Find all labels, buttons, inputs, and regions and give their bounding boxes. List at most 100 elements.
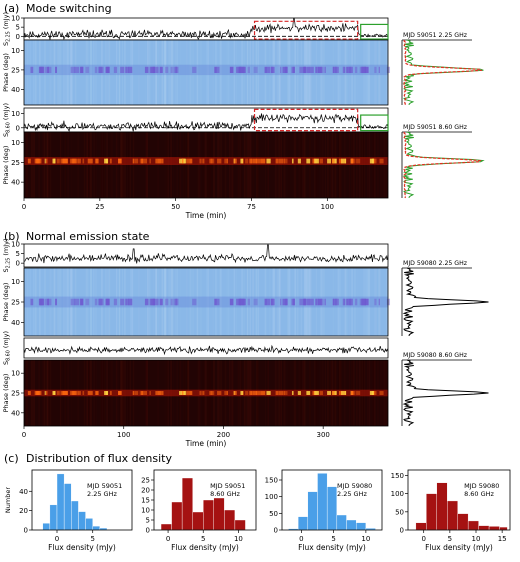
b-225-heat-stripe [225, 268, 228, 336]
a-225-flux-box-red [253, 20, 359, 40]
b-860-heat-band-pulse [56, 391, 60, 395]
a-860-heat-ytick-label: 25 [11, 159, 20, 167]
a-225-heat-stripe [368, 40, 371, 105]
b-225-heat-stripe [95, 268, 97, 336]
a-225-heat-stripe [157, 40, 159, 105]
a-860-heat-band-pulse [118, 158, 122, 164]
a-225-heat-stripe [124, 40, 126, 105]
hist-1-annotation-mjd: MJD 59051 [87, 482, 122, 490]
a-225-heat-band-pulse [152, 66, 158, 74]
a-860-heat-band-pulse [35, 158, 39, 164]
a-225-heat-stripe [278, 40, 281, 105]
b-225-heat-stripe [287, 268, 290, 336]
b-225-heat-stripe [131, 268, 134, 336]
hist-1-frame [31, 469, 133, 531]
a-225-heat-band-pulse [106, 66, 110, 74]
a-225-heat-stripe [85, 40, 88, 105]
a-225-heat-band-pulse [113, 66, 118, 74]
a-225-heat-stripe [323, 40, 325, 105]
a-225-heat-stripe [373, 40, 376, 105]
a-860-flux-ylabel: S8.60 (mJy) [2, 103, 12, 137]
a-860-heat-band-pulse [371, 158, 374, 164]
hist-4-bar [415, 522, 427, 531]
b-225-heat-stripe [351, 268, 353, 336]
a-225-heat-stripe [386, 40, 389, 105]
a-225-heat-stripe [247, 40, 249, 105]
b-860-flux-ylabel: S8.60 (mJy) [2, 331, 12, 365]
b-225-heat-band-pulse [43, 298, 45, 306]
a-225-heat-stripe [165, 40, 167, 105]
a-860-heat-band-pulse [63, 158, 68, 164]
b-860-heat-band-pulse [255, 391, 261, 395]
a-225-heat-band-pulse [175, 66, 177, 74]
b-225-heat-band-pulse [320, 298, 324, 306]
a-860-heat-band-pulse [248, 158, 253, 164]
b-225-heat-stripe [164, 268, 166, 336]
a-225-heat-stripe [179, 40, 182, 105]
b-225-heat-band-pulse [120, 298, 125, 306]
b-225-heat-stripe [276, 268, 279, 336]
a-225-heat-band-pulse [125, 66, 127, 74]
b-860-heat-band-pulse [245, 391, 249, 395]
hist-2-xtick-label: 5 [201, 535, 205, 543]
hist-3-ytick-label: 100 [265, 493, 278, 501]
b-860-heat-band-pulse [314, 391, 319, 395]
a-225-heat-band-pulse [342, 66, 345, 74]
a-860-heat-band-pulse [282, 158, 285, 164]
b-860-heat-band-pulse [372, 391, 377, 395]
a-225-heat-stripe [255, 40, 258, 105]
hist-2-annotation-mjd: MJD 59051 [210, 482, 245, 490]
hist-3-bar [307, 491, 318, 531]
b-225-heat-band-pulse [334, 298, 337, 306]
hist-2-annotation-freq: 8.60 GHz [210, 490, 240, 498]
a-860-heat-band-pulse [37, 158, 39, 164]
hist-4: 0 50 100 150 0 5 10 15 Flux density (mJy) MJD 590… [391, 469, 511, 552]
a-225-heat-stripe [163, 40, 165, 105]
a-860-heat-band-pulse [233, 158, 237, 164]
a-860-heat-band-pulse [109, 158, 112, 164]
a-860-heat-band-pulse [266, 158, 271, 164]
b-860-heat-band-pulse [181, 391, 187, 395]
hist-2-ytick-label: 10 [141, 507, 150, 515]
b-225-heat-band-pulse [149, 298, 154, 306]
b-860-heat-band-pulse [35, 391, 39, 395]
hist-2-bar [224, 509, 236, 531]
a-225-heat-band [24, 64, 388, 76]
a-860-heat-band-pulse [56, 158, 60, 164]
b-225-heat-band-pulse [378, 298, 380, 306]
b-860-heat-band-pulse [312, 391, 316, 395]
b-860-heat-band-pulse [182, 391, 184, 395]
a-225-heat-stripe [321, 40, 323, 105]
b-225-heat-stripe [227, 268, 230, 336]
a-860-heat-band-pulse [319, 158, 323, 164]
a-860-heat-band-pulse [331, 158, 335, 164]
a-225-heat-stripe [26, 40, 28, 105]
b-860-heat-band-pulse [331, 391, 335, 395]
b-860-heat-band-pulse [189, 391, 191, 395]
hist-3-bar [326, 486, 338, 531]
a-225-heat-band-pulse [247, 66, 250, 74]
a-225-heat-stripe [90, 40, 92, 105]
a-225-heat-ytick-label: 25 [11, 66, 20, 74]
b-225-heat-stripe [339, 268, 341, 336]
b-225-heat-band-pulse [45, 298, 48, 306]
a-225-flux-ylabel: S2.25 (mJy) [2, 12, 12, 46]
b-225-heat-stripe [289, 268, 291, 336]
hist-3-ytick-label: 150 [265, 477, 278, 485]
b-225-heat-stripe [294, 268, 296, 336]
a-225-heat-stripe [118, 40, 120, 105]
hist-2-ytick-label: 0 [146, 527, 150, 535]
a-225-heat-stripe [379, 40, 382, 105]
a-860-heat-band-pulse [327, 158, 332, 164]
a-225-heat-stripe [171, 40, 174, 105]
b-860-heat-band-pulse [252, 391, 257, 395]
hist-2-ytick-label: 20 [141, 487, 150, 495]
b-860-heat-band-pulse [217, 391, 222, 395]
a-860-heat-band-pulse [224, 158, 227, 164]
a-860-profile-profile-line [403, 131, 482, 199]
b-225-heat-stripe [323, 268, 325, 336]
hist-1-xlabel: Flux density (mJy) [48, 543, 116, 552]
a-860-heat-band-pulse [240, 158, 244, 164]
a-225-heat-stripe [276, 40, 278, 105]
